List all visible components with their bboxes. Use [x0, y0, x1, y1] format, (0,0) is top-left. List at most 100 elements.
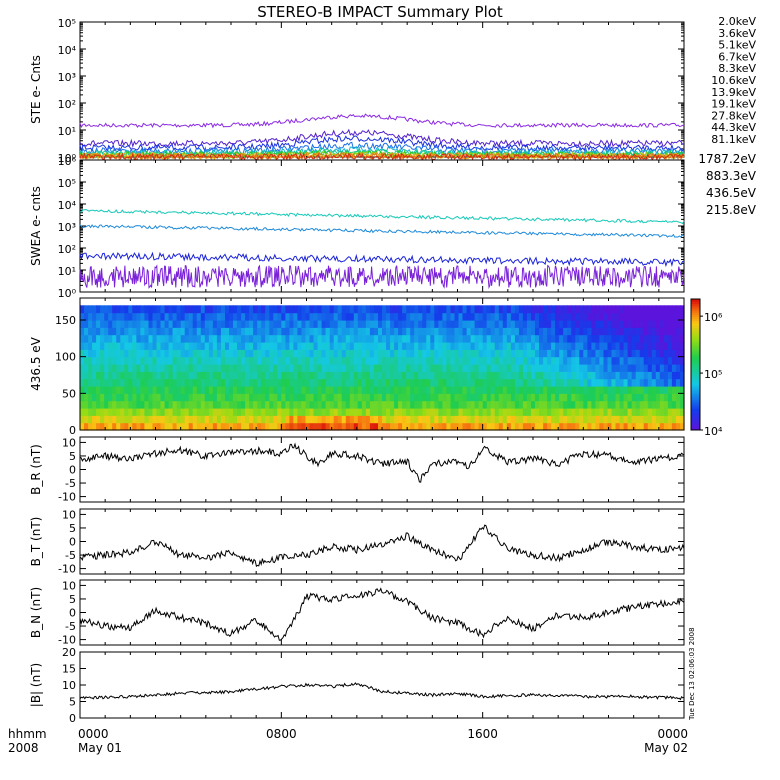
heatmap-cell [426, 312, 431, 321]
heatmap-cell [273, 415, 278, 424]
heatmap-cell [124, 415, 129, 424]
heatmap-cell [116, 349, 121, 358]
heatmap-cell [522, 408, 528, 416]
heatmap-cell [659, 378, 665, 387]
heatmap-cell [406, 356, 411, 365]
heatmap-cell [100, 349, 105, 358]
heatmap-cell [285, 356, 290, 365]
heatmap-cell [571, 393, 576, 402]
heatmap-cell [249, 334, 254, 343]
heatmap-cell [321, 312, 327, 321]
heatmap-cell [635, 422, 641, 431]
heatmap-cell [220, 320, 226, 328]
heatmap-cell [357, 378, 363, 387]
heatmap-cell [353, 422, 359, 431]
heatmap-cell [325, 320, 331, 328]
heatmap-cell [510, 334, 516, 343]
heatmap-cell [124, 327, 129, 336]
heatmap-cell [438, 342, 443, 350]
heatmap-cell [353, 400, 359, 409]
y-tick-label: 150 [55, 314, 76, 327]
heatmap-cell [595, 415, 600, 424]
heatmap-cell [615, 400, 621, 409]
heatmap-cell [112, 342, 117, 350]
heatmap-cell [184, 342, 190, 350]
heatmap-cell [365, 422, 371, 431]
heatmap-cell [680, 415, 685, 424]
heatmap-cell [575, 393, 580, 402]
heatmap-cell [482, 349, 488, 358]
heatmap-cell [543, 356, 548, 365]
heatmap-cell [112, 393, 117, 402]
heatmap-cell [321, 334, 327, 343]
heatmap-cell [418, 393, 423, 402]
heatmap-cell [233, 320, 238, 328]
heatmap-cell [547, 415, 552, 424]
heatmap-cell [192, 349, 198, 358]
legend-entry: 10.6keV [711, 74, 756, 87]
heatmap-cell [188, 393, 194, 402]
heatmap-cell [659, 400, 665, 409]
heatmap-cell [454, 371, 460, 380]
heatmap-cell [373, 371, 379, 380]
heatmap-cell [229, 334, 234, 343]
heatmap-cell [551, 371, 556, 380]
heatmap-cell [212, 422, 218, 431]
heatmap-cell [365, 320, 371, 328]
heatmap-cell [172, 327, 178, 336]
heatmap-cell [680, 364, 685, 372]
heatmap-cell [108, 364, 113, 372]
heatmap-cell [345, 400, 351, 409]
heatmap-cell [233, 312, 238, 321]
heatmap-cell [237, 422, 242, 431]
heatmap-cell [559, 393, 564, 402]
heatmap-cell [527, 320, 532, 328]
heatmap-cell [353, 408, 359, 416]
heatmap-cell [92, 349, 97, 358]
heatmap-cell [378, 400, 383, 409]
heatmap-cell [659, 312, 665, 321]
heatmap-cell [535, 393, 540, 402]
heatmap-cell [132, 320, 137, 328]
colorbar-cell [691, 314, 700, 317]
heatmap-cell [599, 408, 604, 416]
heatmap-cell [349, 364, 355, 372]
heatmap-cell [96, 320, 101, 328]
heatmap-cell [277, 378, 282, 387]
heatmap-cell [635, 408, 641, 416]
heatmap-cell [466, 386, 472, 394]
heatmap-cell [265, 364, 270, 372]
heatmap-cell [365, 378, 371, 387]
heatmap-cell [438, 386, 443, 394]
heatmap-cell [245, 371, 250, 380]
heatmap-cell [273, 334, 278, 343]
heatmap-cell [245, 356, 250, 365]
heatmap-cell [506, 349, 512, 358]
heatmap-cell [494, 408, 500, 416]
heatmap-cell [402, 400, 407, 409]
colorbar-cell [691, 349, 700, 352]
heatmap-cell [462, 408, 468, 416]
heatmap-cell [361, 312, 367, 321]
heatmap-cell [410, 356, 415, 365]
heatmap-cell [611, 312, 617, 321]
heatmap-cell [639, 415, 645, 424]
heatmap-cell [522, 327, 528, 336]
heatmap-cell [619, 378, 625, 387]
heatmap-cell [510, 408, 516, 416]
heatmap-cell [329, 393, 335, 402]
heatmap-cell [361, 349, 367, 358]
heatmap-cell [639, 400, 645, 409]
heatmap-cell [659, 415, 665, 424]
heatmap-cell [253, 312, 258, 321]
heatmap-cell [414, 393, 419, 402]
heatmap-cell [112, 371, 117, 380]
heatmap-cell [414, 349, 419, 358]
heatmap-cell [522, 386, 528, 394]
heatmap-cell [373, 305, 379, 314]
heatmap-cell [325, 356, 331, 365]
heatmap-cell [124, 320, 129, 328]
heatmap-cell [305, 334, 311, 343]
heatmap-cell [245, 415, 250, 424]
heatmap-cell [571, 334, 576, 343]
